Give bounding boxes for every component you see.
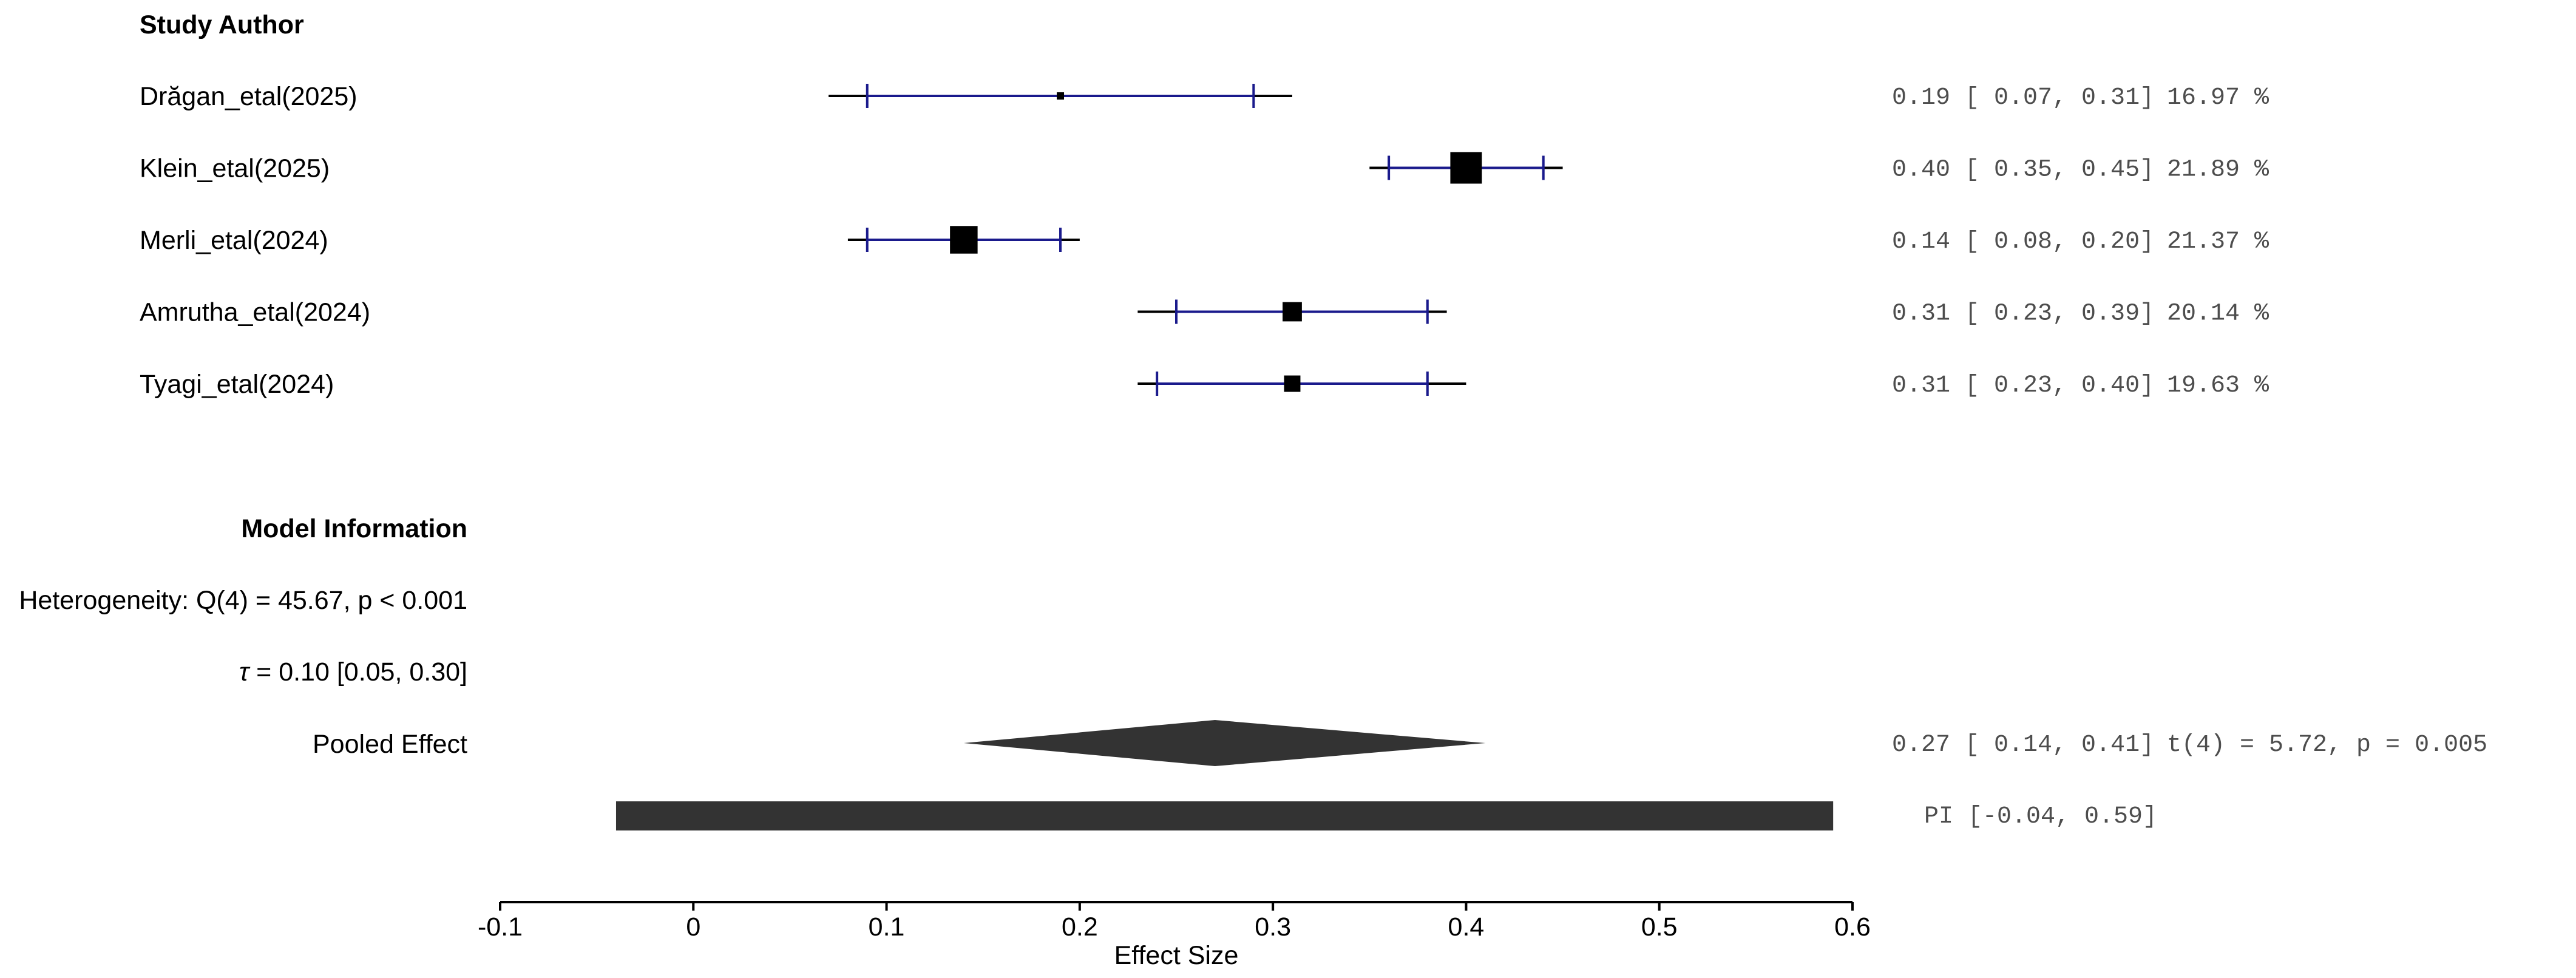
model-info-header: Model Information xyxy=(241,514,467,543)
x-tick-label: 0.3 xyxy=(1255,912,1291,942)
pooled-effect-test: t(4) = 5.72, p = 0.005 xyxy=(2167,732,2487,759)
study-label: Drăgan_etal(2025) xyxy=(140,82,358,111)
study-row: Amrutha_etal(2024) 0.31 [ 0.23, 0.39] 20.1… xyxy=(140,298,2269,328)
study-row: Drăgan_etal(2025) 0.19 [ 0.07, 0.31] 16.97… xyxy=(140,82,2269,112)
study-weight: 20.14 % xyxy=(2167,301,2269,328)
x-axis: -0.1 0 0.1 0.2 0.3 0.4 0.5 0.6 xyxy=(478,901,1871,942)
study-estimate-marker xyxy=(1450,152,1482,184)
x-tick-label: 0.2 xyxy=(1062,912,1098,942)
study-stats: 0.14 [ 0.08, 0.20] xyxy=(1892,228,2154,256)
heterogeneity-text: Heterogeneity: Q(4) = 45.67, p < 0.001 xyxy=(19,586,467,615)
x-tick-label: 0 xyxy=(686,912,700,942)
x-tick-label: 0.1 xyxy=(869,912,905,942)
x-tick-label: 0.4 xyxy=(1448,912,1485,942)
study-estimate-marker xyxy=(1284,375,1301,392)
pooled-effect-diamond xyxy=(963,720,1486,766)
x-axis-label: Effect Size xyxy=(1114,941,1239,970)
x-tick-label: 0.5 xyxy=(1641,912,1678,942)
x-tick-label: 0.6 xyxy=(1834,912,1871,942)
study-label: Merli_etal(2024) xyxy=(140,226,328,255)
prediction-interval-bar xyxy=(615,801,1834,830)
study-estimate-marker xyxy=(1283,302,1302,322)
study-estimate-marker xyxy=(950,226,978,254)
study-rows: Drăgan_etal(2025) 0.19 [ 0.07, 0.31] 16.97… xyxy=(140,82,2269,399)
tau-symbol: τ xyxy=(239,657,251,687)
study-label: Klein_etal(2025) xyxy=(140,154,330,183)
prediction-interval-text: PI [-0.04, 0.59] xyxy=(1924,803,2157,830)
study-stats: 0.19 [ 0.07, 0.31] xyxy=(1892,84,2154,112)
study-stats: 0.31 [ 0.23, 0.40] xyxy=(1892,372,2154,399)
study-weight: 16.97 % xyxy=(2167,84,2269,112)
study-stats: 0.40 [ 0.35, 0.45] xyxy=(1892,157,2154,184)
study-estimate-marker xyxy=(1057,92,1065,100)
pooled-effect-stats: 0.27 [ 0.14, 0.41] xyxy=(1892,732,2154,759)
study-row: Merli_etal(2024) 0.14 [ 0.08, 0.20] 21.37 … xyxy=(140,226,2269,256)
tau-value: = 0.10 [0.05, 0.30] xyxy=(249,657,467,687)
study-stats: 0.31 [ 0.23, 0.39] xyxy=(1892,301,2154,328)
study-weight: 21.89 % xyxy=(2167,157,2269,184)
study-label: Tyagi_etal(2024) xyxy=(140,370,334,399)
tau-text: τ = 0.10 [0.05, 0.30] xyxy=(239,657,467,687)
x-tick-label: -0.1 xyxy=(478,912,523,942)
study-label: Amrutha_etal(2024) xyxy=(140,298,370,327)
study-row: Tyagi_etal(2024) 0.31 [ 0.23, 0.40] 19.63 … xyxy=(140,370,2269,399)
study-row: Klein_etal(2025) 0.40 [ 0.35, 0.45] 21.89 … xyxy=(140,152,2269,184)
column-header: Study Author xyxy=(140,10,304,39)
study-weight: 21.37 % xyxy=(2167,228,2269,256)
study-weight: 19.63 % xyxy=(2167,372,2269,399)
pooled-effect-label: Pooled Effect xyxy=(313,730,467,759)
